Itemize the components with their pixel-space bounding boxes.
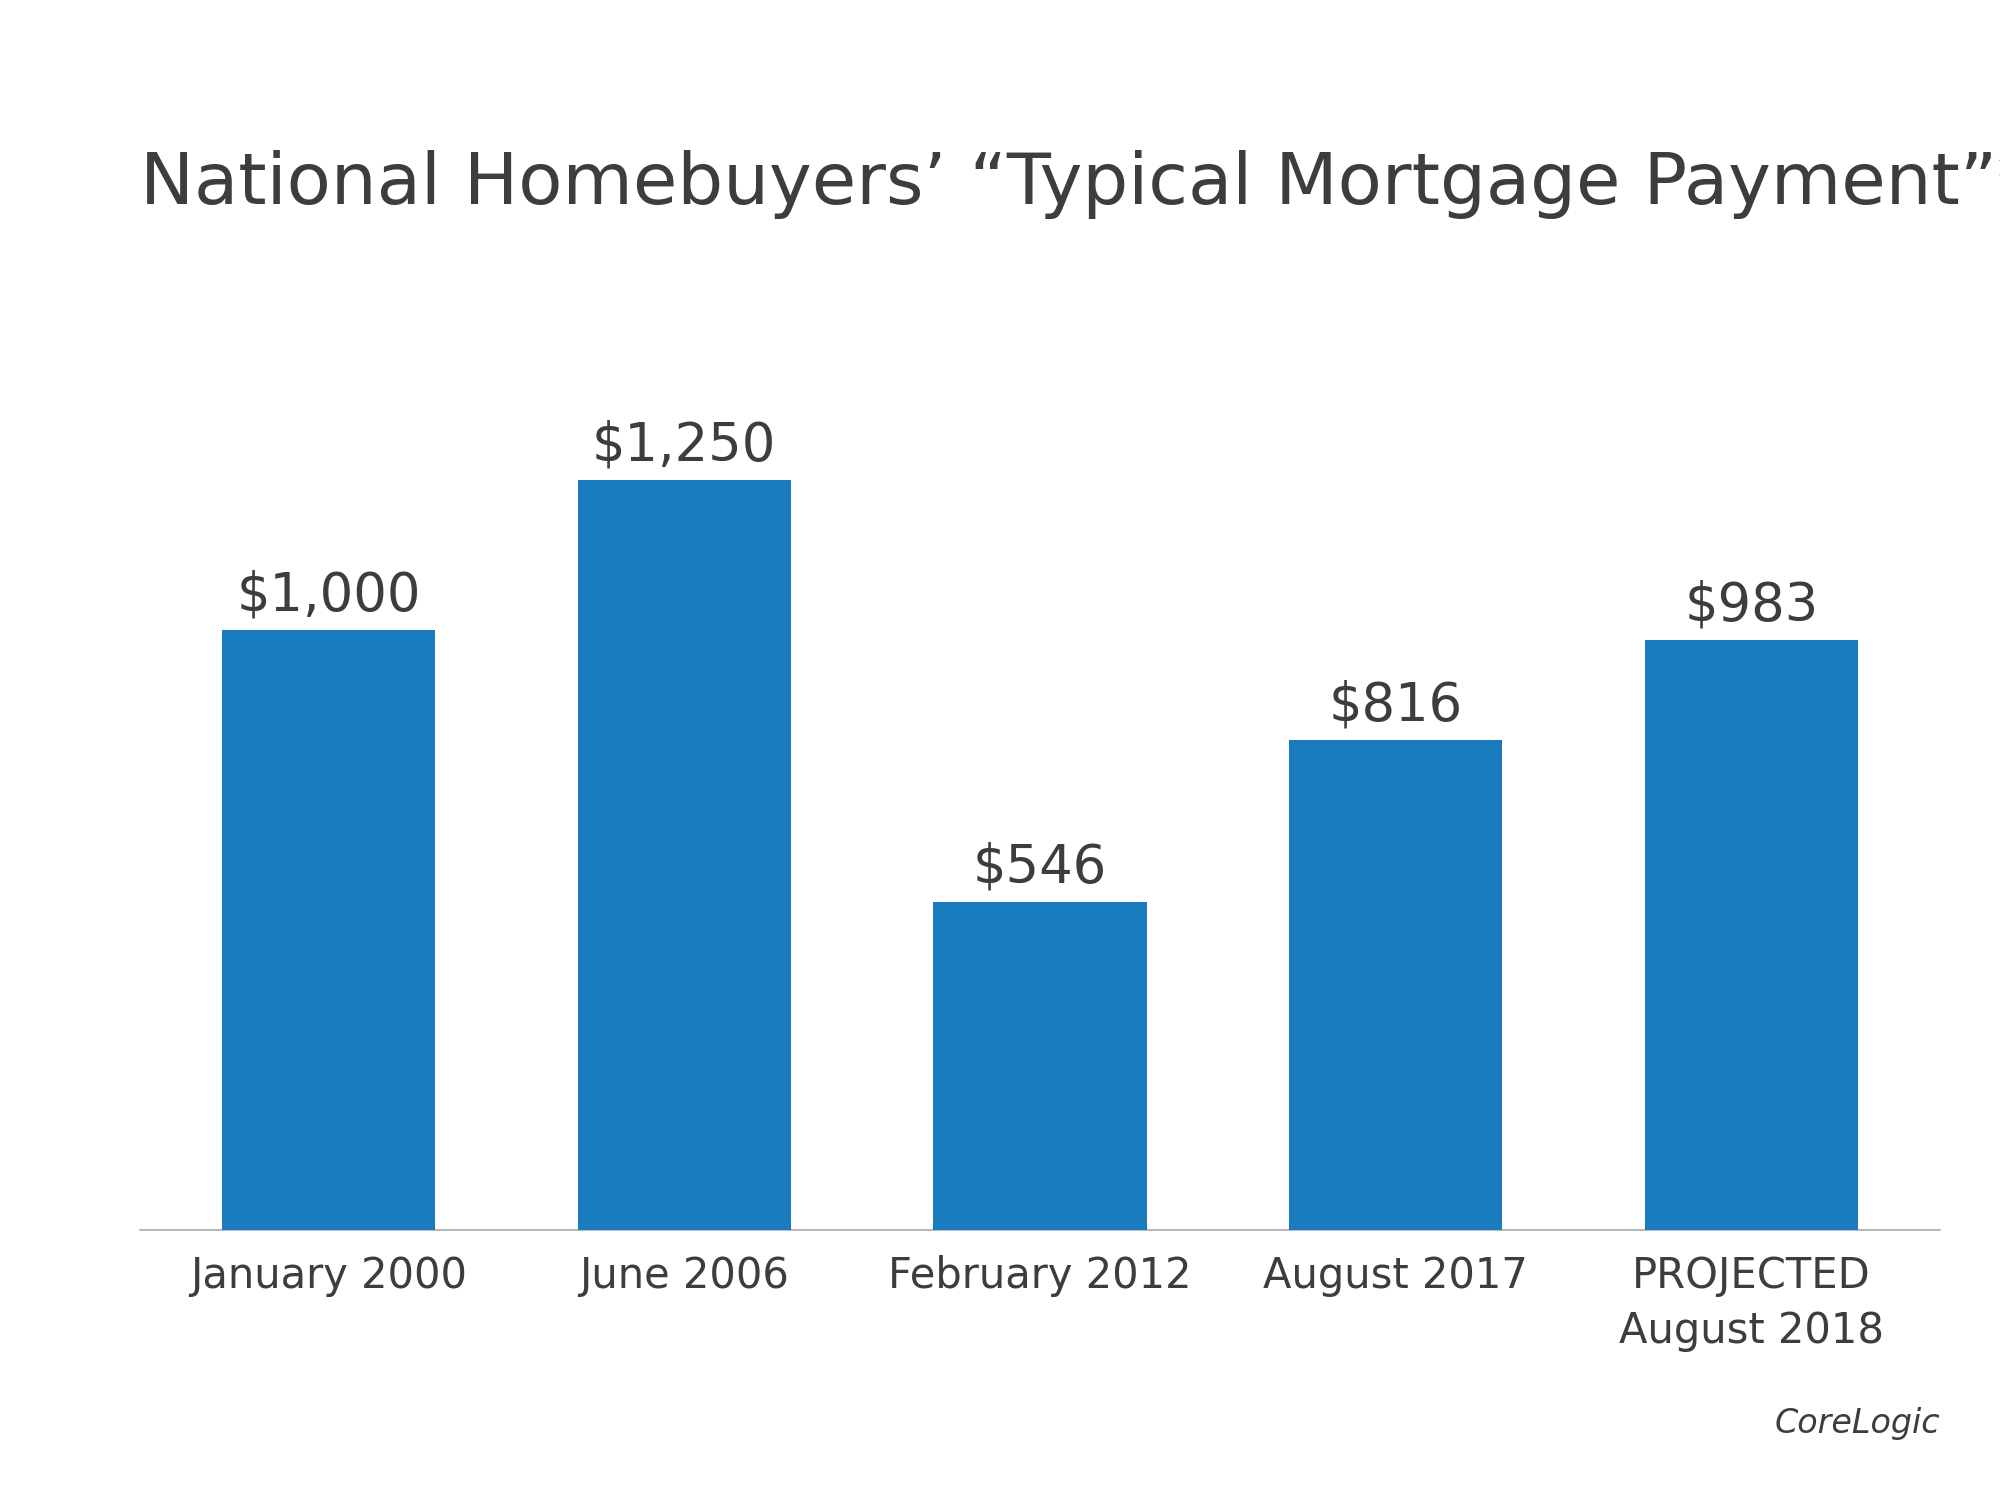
Bar — [1290, 741, 1502, 1230]
Text: $1,000: $1,000 — [236, 568, 420, 621]
Bar — [222, 630, 436, 1230]
Bar — [934, 903, 1146, 1230]
Bar — [1644, 640, 1858, 1230]
Bar — [578, 480, 790, 1230]
Text: $546: $546 — [972, 842, 1108, 894]
Text: $983: $983 — [1684, 579, 1818, 632]
Text: CoreLogic: CoreLogic — [1774, 1407, 1940, 1440]
Text: $816: $816 — [1328, 680, 1462, 732]
Text: $1,250: $1,250 — [592, 419, 776, 471]
Text: National Homebuyers’ “Typical Mortgage Payment”*: National Homebuyers’ “Typical Mortgage P… — [140, 150, 2000, 219]
